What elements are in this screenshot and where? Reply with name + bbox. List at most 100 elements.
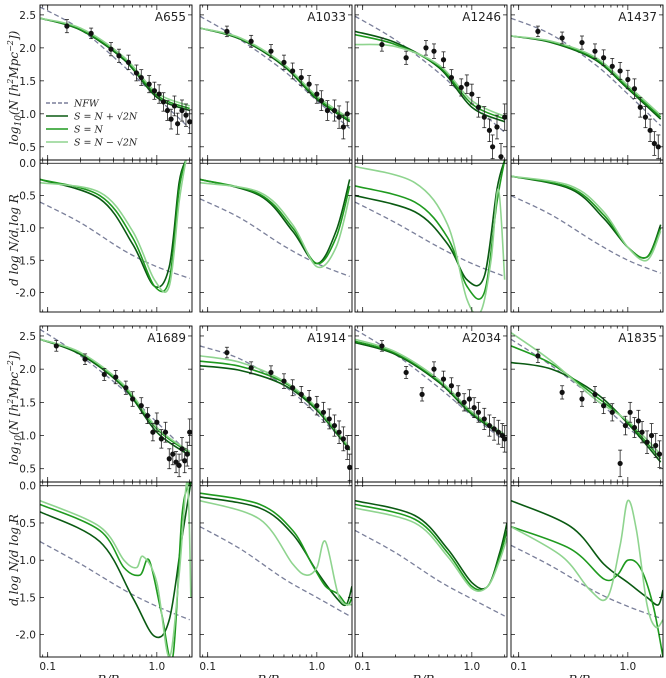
density-fit-line (200, 355, 351, 448)
data-point (627, 409, 633, 415)
data-point (268, 48, 274, 54)
data-point (642, 114, 649, 120)
data-point (631, 424, 638, 431)
data-point (486, 127, 493, 133)
y-tick-label: 1.5 (19, 397, 36, 409)
slope-fit-line (511, 544, 661, 619)
data-point (162, 429, 169, 435)
data-point (164, 107, 171, 114)
bottom-panel-frame (510, 481, 664, 658)
slope-fit-line (355, 507, 507, 593)
data-point (490, 144, 496, 150)
x-tick-label: 1.0 (463, 661, 480, 673)
density-fits (355, 15, 507, 160)
data-point (491, 426, 497, 432)
legend-label: S = N (74, 125, 104, 136)
slope-fits (200, 162, 352, 278)
x-axis-label: R/R200 (567, 673, 605, 678)
data-point (125, 59, 132, 65)
data-point (268, 369, 274, 376)
y-tick-label: 0.0 (19, 481, 36, 493)
data-point (579, 396, 585, 402)
cluster-name: A2034 (462, 331, 501, 345)
data-point (160, 99, 167, 105)
data-point (156, 91, 162, 97)
data-point (379, 343, 385, 349)
top-panel-frame (510, 4, 664, 161)
y-tick-label: -1.5 (16, 592, 37, 604)
data-point (637, 104, 643, 110)
cluster-panel-a2034: A2034 0.1 1.0 R/R200 (354, 325, 508, 678)
x-axis-label: R/R200 (96, 673, 134, 678)
slope-fit-line (511, 175, 662, 262)
data-point (144, 413, 151, 419)
data-point (158, 436, 164, 442)
data-point (340, 436, 346, 442)
data-point (170, 451, 176, 457)
data-point (168, 116, 174, 122)
data-point (403, 369, 409, 376)
y-tick-label: 1.5 (19, 76, 36, 88)
x-tick-label: 0.1 (39, 661, 56, 673)
density-fits (200, 15, 351, 140)
data-point (448, 383, 455, 389)
y-tick-label: -1.0 (16, 555, 37, 567)
data-point (298, 74, 304, 81)
cluster-name: A655 (155, 10, 186, 24)
x-tick-label: 0.1 (510, 661, 527, 673)
top-panel-frame (510, 325, 664, 483)
data-point (464, 81, 470, 87)
data-point (64, 23, 70, 29)
data-point (379, 41, 385, 48)
x-tick-label: 1.0 (619, 661, 636, 673)
data-point (469, 91, 475, 97)
data-point (622, 422, 629, 429)
data-point (340, 124, 346, 130)
data-point (123, 385, 129, 391)
slope-fit-line (200, 198, 350, 278)
slope-fit-line (511, 194, 661, 274)
cluster-panel-a1914: A1914 0.1 1.0 R/R200 (199, 325, 353, 678)
data-point (173, 459, 179, 465)
data-point (475, 409, 482, 415)
data-point (184, 451, 190, 457)
slope-fits (40, 482, 192, 657)
density-fit-line (355, 15, 506, 133)
legend-label: S = N − √2N (74, 138, 138, 149)
slope-fit-line (200, 178, 351, 265)
data-point (635, 418, 642, 424)
y-tick-label: -1.5 (16, 255, 37, 267)
data-point (440, 57, 447, 63)
data-point (559, 35, 565, 41)
y-tick-label: 2.0 (19, 364, 36, 376)
y-tick-label: -2.0 (16, 288, 37, 300)
data-point (466, 396, 473, 402)
y-tick-label: -0.5 (16, 518, 37, 530)
data-point (656, 451, 663, 457)
slope-fit-line (40, 160, 187, 293)
data-point (609, 63, 615, 69)
data-point (617, 68, 623, 74)
density-fit-line (200, 360, 351, 450)
density-fit-line (40, 338, 191, 453)
data-point (481, 416, 487, 422)
cluster-panel-a1835: A1835 0.1 1.0 R/R200 (510, 325, 664, 678)
cluster-name: A1914 (307, 331, 346, 345)
data-point (306, 81, 312, 87)
data-point (151, 88, 158, 94)
bottom-panel-frame (199, 159, 353, 313)
data-point (326, 416, 332, 422)
slope-fit-line (355, 499, 507, 590)
bottom-panel-frame (354, 481, 508, 658)
slope-fits (355, 160, 507, 312)
density-fits (511, 331, 663, 478)
density-fit-line (40, 17, 190, 112)
bottom-panel-frame (510, 159, 664, 313)
data-point (455, 391, 461, 397)
top-panel-frame (199, 325, 353, 483)
density-fit-line (511, 338, 662, 455)
slope-fits (511, 162, 663, 274)
y-tick-label: 0.5 (19, 464, 36, 476)
data-point (639, 429, 645, 435)
slope-fit-line (511, 175, 662, 259)
